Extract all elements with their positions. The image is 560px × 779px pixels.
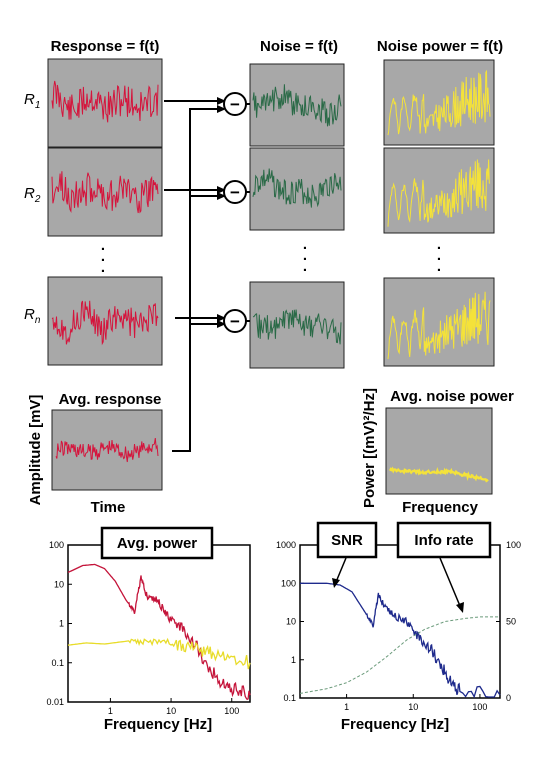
- svg-text:−: −: [230, 312, 240, 331]
- snr-info-x-tick-label: 100: [472, 702, 487, 712]
- response-trace-2: [51, 171, 159, 214]
- signal-traces: [51, 69, 491, 483]
- avg-response-title: Avg. response: [59, 391, 162, 408]
- snr-info-x-tick-label: 1: [344, 702, 349, 712]
- avg-power-y-tick-label: 0.01: [46, 697, 64, 707]
- minus-node-1: −: [223, 92, 247, 116]
- avg-power-y-tick-label: 100: [49, 540, 64, 550]
- snr-info-series-0: [300, 582, 501, 699]
- svg-text:.: .: [437, 247, 441, 264]
- noise-power-trace-n: [387, 291, 491, 360]
- subtraction-wiring: [164, 100, 250, 452]
- avg-noise-power-trace: [389, 466, 489, 483]
- avg-power-callout-box: [100, 526, 214, 560]
- avg-noise-power-xlabel: Frequency: [402, 499, 479, 516]
- header-noise: Noise = f(t): [260, 38, 338, 55]
- snr-info-y2-tick-label: 50: [506, 617, 516, 627]
- snr-callout: SNR: [331, 532, 363, 549]
- row-label-r1: R1: [24, 91, 40, 111]
- chart-snr-info-frame: [299, 544, 501, 699]
- avg-response-trace: [55, 438, 159, 463]
- response-trace-1: [51, 80, 159, 123]
- noise-power-trace-1: [387, 69, 491, 136]
- noise-power-trace-2: [387, 159, 491, 227]
- avg-response-xlabel: Time: [91, 499, 126, 516]
- response-trace-n: [51, 300, 159, 346]
- avg-noise-power-title: Avg. noise power: [390, 388, 514, 405]
- svg-text:.: .: [303, 247, 307, 264]
- noise-trace-n: [252, 309, 342, 345]
- header-noise-power: Noise power = f(t): [377, 38, 503, 55]
- avg-power-callout: Avg. power: [117, 535, 197, 552]
- ellipsis-noise: . . .: [303, 236, 307, 275]
- avg-response-ylabel: Amplitude [mV]: [27, 395, 44, 506]
- info-rate-pointer: [439, 557, 461, 607]
- minus-node-2: −: [223, 180, 247, 204]
- snr-pointer-head: [332, 578, 340, 588]
- snr-info-y-tick-label: 100: [281, 578, 296, 588]
- snr-info-y2-tick-label: 0: [506, 693, 511, 703]
- svg-text:−: −: [230, 95, 240, 114]
- avg-power-series-0: [67, 563, 251, 701]
- ellipsis-response: . . .: [101, 237, 105, 276]
- avg-noise-power-ylabel: Power [(mV)²/Hz]: [361, 388, 378, 508]
- info-rate-pointer-head: [456, 602, 464, 613]
- snr-info-y-tick-label: 1000: [276, 540, 296, 550]
- arrowheads: [217, 97, 226, 328]
- snr-info-y-tick-label: 1: [291, 655, 296, 665]
- avg-power-y-tick-label: 10: [54, 579, 64, 589]
- svg-text:.: .: [101, 259, 105, 276]
- avg-power-x-tick-label: 10: [166, 706, 176, 716]
- info-rate-callout: Info rate: [414, 532, 473, 549]
- info-rate-callout-box: [396, 521, 492, 559]
- avg-power-series-1: [67, 637, 251, 670]
- noise-trace-2: [252, 168, 342, 208]
- chart-avg-power-frame: [67, 544, 251, 703]
- svg-text:.: .: [101, 248, 105, 265]
- svg-text:.: .: [303, 258, 307, 275]
- chart-avg-power-xlabel: Frequency [Hz]: [104, 716, 212, 733]
- avg-power-x-tick-label: 1: [108, 706, 113, 716]
- minus-node-n: −: [223, 309, 247, 333]
- snr-callout-box: [316, 521, 378, 559]
- svg-text:−: −: [230, 183, 240, 202]
- noise-power-panel-1: [383, 59, 495, 146]
- row-label-r2: R2: [24, 185, 41, 205]
- row-label-rn: Rn: [24, 306, 41, 326]
- avg-power-y-tick-label: 1: [59, 619, 64, 629]
- svg-text:.: .: [101, 237, 105, 254]
- ellipsis-noise-power: . . .: [437, 236, 441, 275]
- avg-power-x-tick-label: 100: [224, 706, 239, 716]
- header-response: Response = f(t): [51, 38, 160, 55]
- chart-snr-info-xlabel: Frequency [Hz]: [341, 716, 449, 733]
- avg-power-y-tick-label: 0.1: [51, 658, 64, 668]
- snr-info-series-1: [299, 616, 500, 694]
- snr-info-x-tick-label: 10: [408, 702, 418, 712]
- snr-pointer: [335, 557, 347, 583]
- snr-info-y-tick-label: 10: [286, 617, 296, 627]
- svg-text:.: .: [437, 236, 441, 253]
- avg-noise-power-panel: [385, 407, 493, 495]
- svg-text:.: .: [303, 236, 307, 253]
- snr-info-y-tick-label: 0.1: [283, 693, 296, 703]
- snr-info-y2-tick-label: 100: [506, 540, 521, 550]
- svg-text:.: .: [437, 258, 441, 275]
- chart-avg-power: 1 10 100 100 10 1 0.1 0.01 Avg. power Frequency…: [46, 526, 251, 733]
- noise-trace-1: [252, 84, 342, 127]
